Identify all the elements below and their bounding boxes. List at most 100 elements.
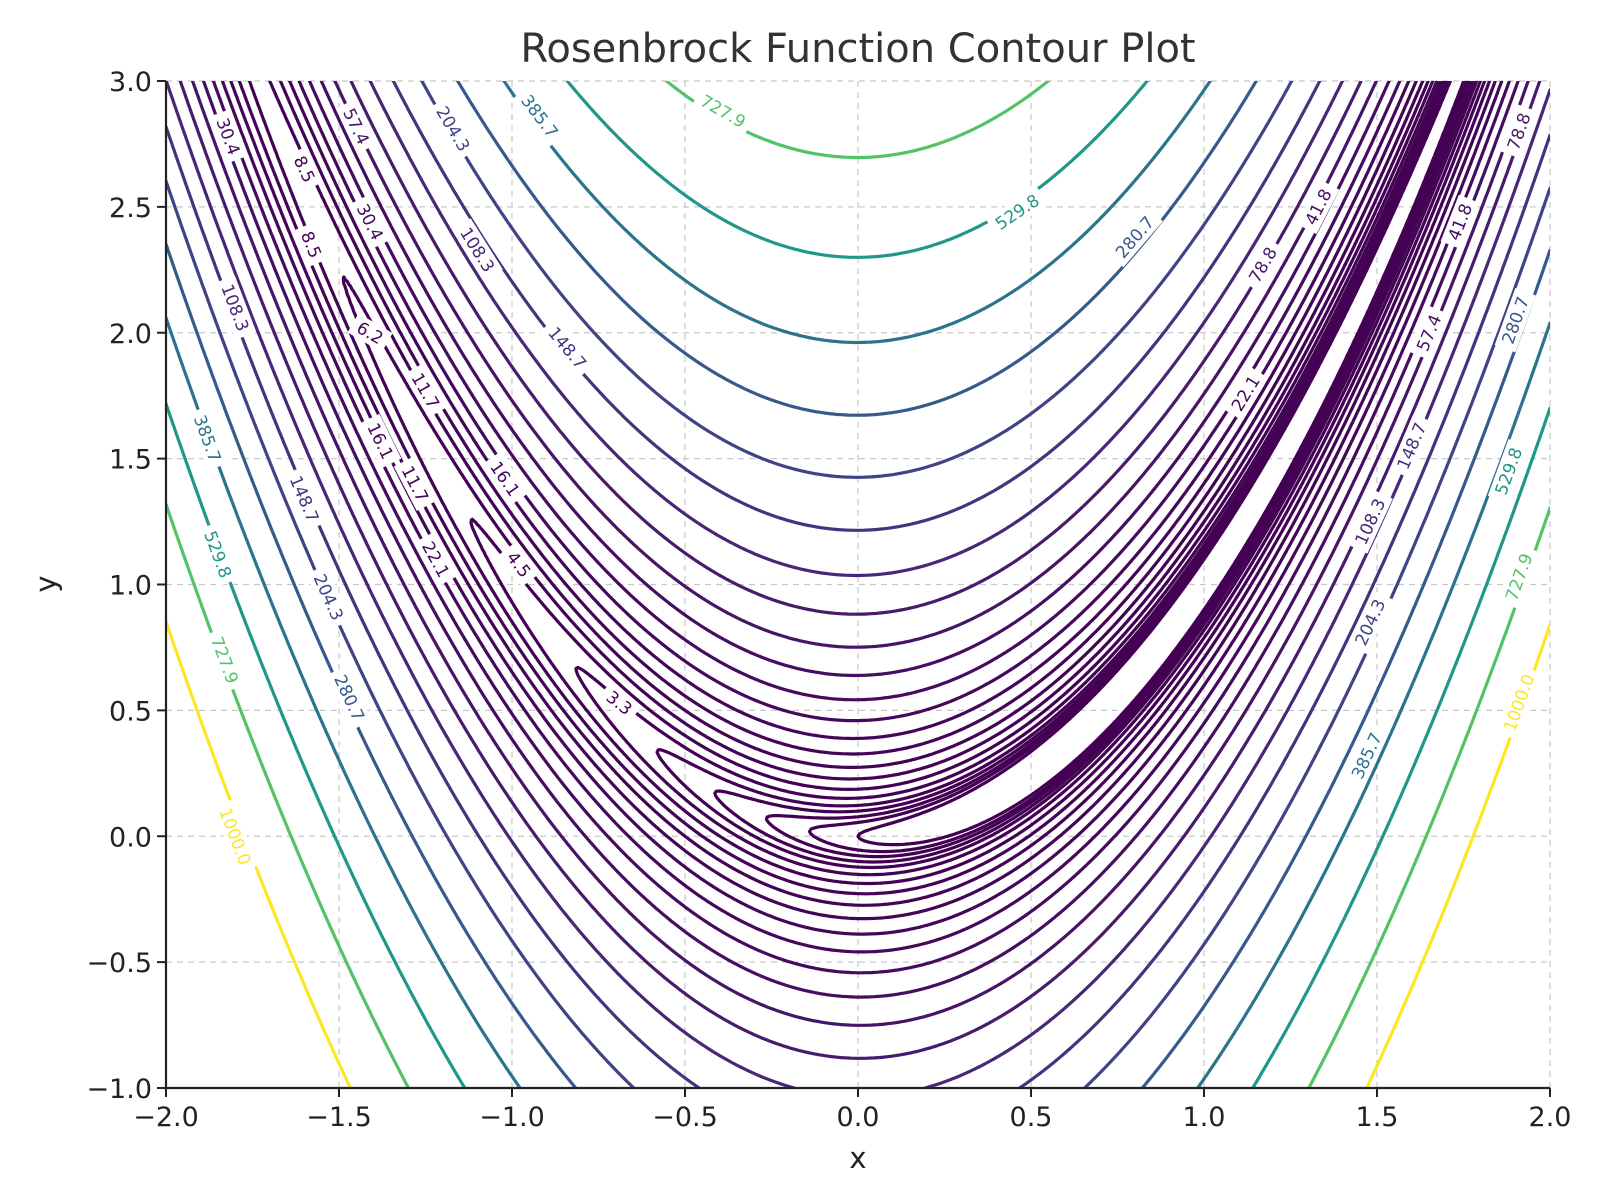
contour-label-gap [359, 413, 402, 469]
contour-label: 204.3 [306, 564, 351, 630]
contour-label-gap [1498, 544, 1540, 610]
contour-label: 727.9 [691, 86, 755, 136]
contour-line [178, 81, 1542, 1060]
x-tick-label: 1.5 [1356, 1102, 1399, 1133]
contour-label: 108.3 [1347, 489, 1393, 554]
contour-label-text: 385.7 [516, 91, 561, 142]
contour-label-text: 41.8 [1445, 201, 1477, 244]
contour-label-text: 204.3 [431, 103, 473, 155]
contour-line [341, 81, 1482, 896]
contour-label-text: 148.7 [285, 473, 322, 526]
contour-label-gap [1440, 194, 1480, 250]
x-tick-label: −1.0 [479, 1102, 545, 1133]
contour-label: 529.8 [1487, 439, 1530, 504]
contour-line [166, 81, 1550, 1088]
contour-label-text: 1000.0 [1500, 672, 1539, 735]
contour-label-gap [306, 564, 351, 630]
contour-label-gap [596, 682, 642, 724]
contour-label: 78.8 [1240, 237, 1285, 292]
contour-label-gap [539, 317, 596, 379]
contour-label-gap [414, 532, 458, 587]
contour-label-gap [1409, 305, 1449, 361]
contour-label-gap [293, 222, 329, 268]
contour-label: 385.7 [512, 85, 567, 147]
contour-line [655, 81, 1473, 870]
contour-label-gap [1347, 590, 1393, 655]
contour-label-gap [349, 194, 392, 250]
x-tick-label: −1.5 [306, 1102, 372, 1133]
contour-line [469, 81, 1479, 886]
y-tick-label: −1.0 [86, 1074, 152, 1105]
contour-label-gap [186, 406, 229, 471]
contour-label: 4.5 [498, 542, 540, 587]
contour-label-gap [1389, 413, 1434, 479]
y-tick-label: 1.0 [109, 571, 152, 602]
contour-label: 280.7 [326, 665, 373, 730]
contour-label: 16.1 [359, 413, 402, 469]
y-tick-label: 2.5 [109, 193, 152, 224]
contour-line [764, 81, 1469, 859]
contour-labels: 1000.0727.9529.8385.7108.330.4148.7204.3… [186, 85, 1542, 874]
x-tick-label: 0.5 [1010, 1102, 1053, 1133]
contour-line [713, 81, 1471, 864]
contour-label-text: 727.9 [696, 91, 748, 132]
contour-label-gap [347, 313, 393, 353]
contour-label-gap [1494, 288, 1537, 353]
x-tick-label: 1.0 [1183, 1102, 1226, 1133]
contour-label: 1000.0 [212, 799, 259, 874]
contour-label-gap [1296, 179, 1340, 235]
y-tick-label: 2.0 [109, 319, 152, 350]
contour-label: 385.7 [186, 406, 229, 471]
contour-label-gap [1347, 489, 1393, 554]
contour-label-text: 529.8 [992, 191, 1044, 235]
y-tick-label: −0.5 [86, 948, 152, 979]
contour-line [201, 81, 1520, 999]
y-tick-label: 0.5 [109, 696, 152, 727]
contour-line [856, 81, 1466, 847]
contour-label-gap [282, 466, 327, 532]
contour-label: 529.8 [985, 185, 1049, 238]
contour-line [166, 81, 1550, 1088]
contour-label: 8.5 [293, 222, 329, 268]
contour-label-text: 280.7 [329, 672, 368, 725]
contour-label-gap [1240, 237, 1285, 292]
x-tick-label: 0.0 [837, 1102, 880, 1133]
y-axis-label: y [29, 575, 63, 592]
contour-label-gap [1106, 206, 1163, 268]
contour-line [191, 81, 1530, 1027]
contour-label-gap [214, 275, 257, 340]
contour-label-gap [212, 799, 259, 874]
contour-label-gap [481, 451, 529, 506]
contour-label-gap [498, 542, 540, 587]
contour-label-gap [335, 99, 378, 154]
contour-label-gap [451, 218, 503, 282]
contour-label-gap [512, 85, 567, 147]
contour-line [166, 81, 1550, 1088]
contour-label: 280.7 [1494, 288, 1537, 353]
y-tick-label: 0.0 [109, 822, 152, 853]
contour-label-text: 204.3 [1352, 596, 1391, 649]
contour-label-gap [1500, 104, 1538, 159]
contour-label-gap [691, 86, 755, 136]
contour-label-gap [403, 363, 448, 418]
contour-line [574, 81, 1475, 877]
contour-label-gap [393, 456, 437, 512]
contour-label-gap [428, 97, 479, 161]
contour-label: 727.9 [203, 627, 246, 693]
contour-label-gap [1496, 665, 1542, 740]
contour-label-gap [209, 109, 248, 164]
contour-label: 529.8 [197, 522, 239, 587]
ticks: −2.0 −1.5 −1.0 −0.5 0.0 0.5 1.0 1.5 2.0 −1.0 −0.5 0… [86, 67, 1571, 1133]
contour-label-gap [286, 146, 323, 192]
contour-label: 148.7 [1389, 413, 1434, 479]
contour-label-gap [1223, 366, 1268, 421]
contour-label-gap [203, 627, 246, 693]
x-tick-label: 2.0 [1529, 1102, 1572, 1133]
contour-label-text: 57.4 [1413, 312, 1446, 355]
chart-title: Rosenbrock Function Contour Plot [520, 26, 1195, 72]
contour-label-gap [1343, 723, 1390, 788]
contour-label-gap [197, 522, 239, 587]
contour-label: 727.9 [1498, 544, 1540, 610]
